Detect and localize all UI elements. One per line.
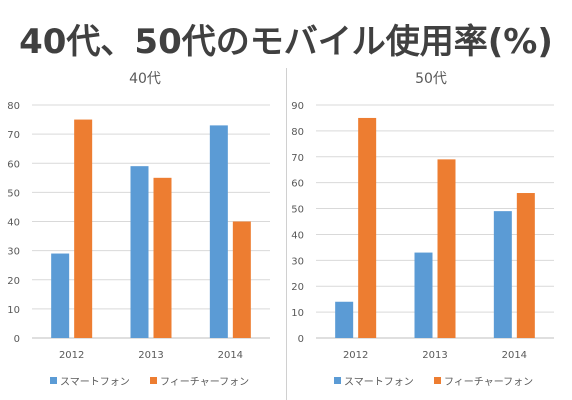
x-tick-label: 2013 [138, 350, 163, 361]
y-tick-label: 70 [7, 130, 20, 141]
bar-smartphone-2013 [414, 252, 433, 338]
y-tick-label: 40 [291, 230, 304, 241]
y-tick-label: 40 [7, 218, 20, 229]
x-tick-label: 2012 [343, 350, 368, 361]
page-title: 40代、50代のモバイル使用率(%) [19, 22, 553, 62]
legend-swatch-smartphone [50, 377, 57, 384]
bar-smartphone-2012 [335, 301, 354, 338]
y-tick-label: 10 [291, 308, 304, 319]
chart-title: 40代 [129, 71, 161, 87]
bar-smartphone-2013 [130, 166, 149, 338]
chart-title: 50代 [415, 71, 447, 87]
bar-smartphone-2012 [51, 253, 70, 338]
legend-label-featurephone: フィーチャーフォン [160, 376, 249, 388]
y-tick-label: 10 [7, 305, 20, 316]
x-tick-label: 2014 [502, 350, 527, 361]
bar-smartphone-2014 [209, 125, 228, 338]
y-tick-label: 0 [298, 334, 304, 345]
chart-50s: 50代 0 10 20 30 40 50 60 70 80 90 2012 2013 2014 スマートフォ… [291, 71, 554, 388]
bar-featurephone-2014 [516, 193, 535, 338]
y-tick-label: 80 [291, 127, 304, 138]
bar-featurephone-2012 [74, 119, 93, 338]
y-tick-label: 90 [291, 101, 304, 112]
y-tick-label: 50 [7, 188, 20, 199]
y-tick-label: 70 [291, 153, 304, 164]
y-tick-label: 30 [291, 256, 304, 267]
y-tick-label: 60 [7, 159, 20, 170]
bar-featurephone-2013 [153, 177, 172, 338]
bar-featurephone-2012 [358, 117, 377, 338]
legend-swatch-featurephone [434, 377, 441, 384]
bar-featurephone-2013 [437, 159, 456, 338]
x-tick-label: 2013 [422, 350, 447, 361]
chart-divider [286, 68, 287, 400]
y-tick-label: 20 [7, 276, 20, 287]
y-tick-label: 80 [7, 101, 20, 112]
legend-swatch-featurephone [150, 377, 157, 384]
y-tick-label: 30 [7, 247, 20, 258]
legend-label-smartphone: スマートフォン [344, 377, 414, 388]
y-tick-label: 20 [291, 282, 304, 293]
y-tick-label: 0 [14, 334, 20, 345]
y-tick-label: 60 [291, 179, 304, 190]
x-tick-label: 2014 [218, 350, 243, 361]
chart-40s: 40代 0 10 20 30 40 50 60 70 80 2012 2013 2014 スマートフォン フ… [7, 71, 270, 388]
legend-label-smartphone: スマートフォン [60, 377, 130, 388]
x-tick-label: 2012 [59, 350, 84, 361]
legend-swatch-smartphone [334, 377, 341, 384]
y-tick-label: 50 [291, 205, 304, 216]
bar-featurephone-2014 [232, 221, 251, 338]
bar-smartphone-2014 [493, 211, 512, 338]
legend-label-featurephone: フィーチャーフォン [444, 376, 533, 388]
